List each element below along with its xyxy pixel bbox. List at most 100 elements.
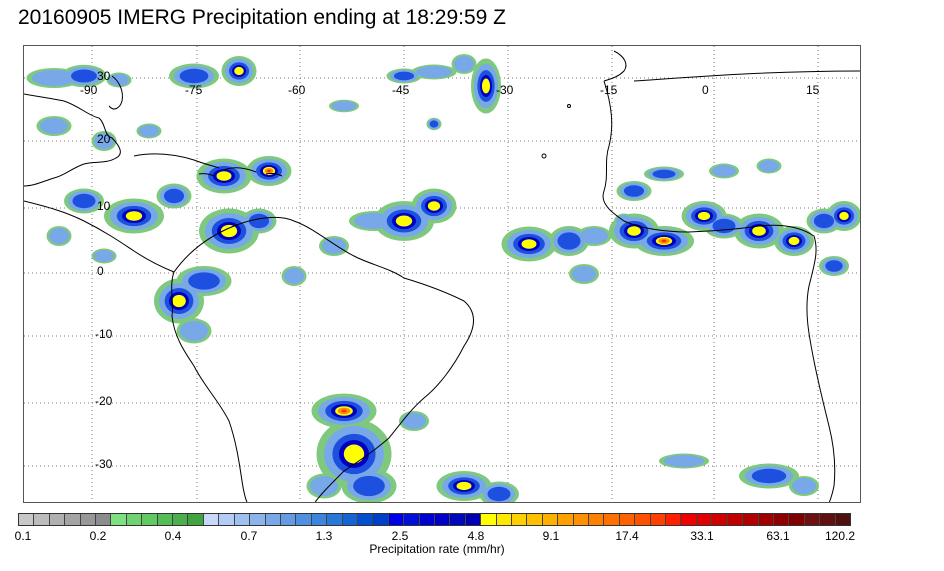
latitude-label: 30 (97, 69, 111, 83)
colorbar-swatch (481, 514, 497, 525)
colorbar-swatch (111, 514, 127, 525)
rain-cell (481, 78, 491, 94)
colorbar-tick-label: 0.7 (240, 529, 258, 543)
colorbar-tick-label: 4.8 (467, 529, 485, 543)
colorbar-swatch (280, 514, 297, 525)
colorbar-swatch (19, 514, 35, 525)
rain-cell (712, 218, 736, 234)
rain-cell (188, 272, 220, 290)
rain-cell (40, 118, 68, 134)
longitude-label: -30 (496, 83, 514, 97)
colorbar-swatch (727, 514, 744, 525)
colorbar-swatch (250, 514, 266, 525)
latitude-label: -30 (95, 457, 113, 471)
colorbar-swatch (434, 514, 451, 525)
rain-cell (487, 486, 511, 502)
rain-cell (661, 239, 667, 243)
rain-cell (49, 228, 69, 244)
colorbar-swatch (773, 514, 790, 525)
rain-cell (752, 226, 766, 236)
coastline-south-america (171, 216, 474, 502)
rain-cell (792, 478, 816, 494)
rain-cell (652, 169, 676, 179)
longitude-label: -15 (600, 83, 618, 97)
cape-verde-islands (541, 153, 547, 159)
colorbar-swatch (142, 514, 158, 525)
coastline-north-america (24, 93, 121, 187)
colorbar-tick-label: 120.2 (824, 529, 856, 543)
map-canvas (24, 46, 860, 502)
rain-cell (627, 226, 641, 236)
rain-cell (220, 224, 238, 238)
colorbar-swatch (126, 514, 143, 525)
colorbar-swatch (635, 514, 651, 525)
colorbar-swatch (496, 514, 512, 525)
longitude-label: -45 (392, 83, 410, 97)
colorbar-swatch (835, 514, 850, 525)
colorbar-tick-label: 9.1 (542, 529, 560, 543)
coastline-hispaniola (223, 167, 257, 173)
rain-cell (322, 238, 346, 254)
colorbar-swatch (265, 514, 281, 525)
colorbar-swatch (327, 514, 343, 525)
colorbar-swatch (650, 514, 667, 525)
colorbar-swatch (34, 514, 50, 525)
coastline-africa-north (633, 70, 860, 82)
coastline-jamaica (198, 173, 215, 177)
coastline-cuba (133, 153, 220, 169)
rain-cell (572, 266, 596, 282)
rain-cell (427, 201, 441, 211)
colorbar-swatch (49, 514, 66, 525)
colorbar-swatch (296, 514, 312, 525)
colorbar-swatch (357, 514, 374, 525)
rain-cell (172, 294, 186, 308)
precipitation-field (26, 54, 860, 502)
latitude-label: 20 (97, 132, 111, 146)
rain-cell (139, 125, 159, 137)
colorbar-swatch (804, 514, 821, 525)
map-title: 20160905 IMERG Precipitation ending at 1… (18, 6, 506, 29)
rain-cell (623, 185, 645, 197)
colorbar-swatch (65, 514, 81, 525)
coastline-iberia (603, 50, 627, 82)
colorbar-swatch (589, 514, 605, 525)
rain-cell (429, 120, 439, 128)
colorbar-swatch (558, 514, 574, 525)
colorbar (18, 513, 851, 526)
colorbar-label: Precipitation rate (mm/hr) (369, 542, 505, 556)
rain-cell (310, 476, 338, 496)
colorbar-swatch (450, 514, 466, 525)
coastline-florida (108, 75, 123, 110)
rain-cell (454, 56, 474, 72)
map-panel: -90 -75 -60 -45 -30 -15 0 15 30 20 10 0 -10 -20 -30 (23, 45, 861, 503)
rain-cell (163, 188, 185, 204)
longitude-label: -90 (80, 83, 98, 97)
colorbar-swatch (512, 514, 528, 525)
colorbar-swatch (604, 514, 620, 525)
rain-cell (354, 213, 394, 229)
rain-cell (179, 68, 209, 84)
colorbar-swatch (573, 514, 590, 525)
colorbar-tick-label: 33.1 (690, 529, 714, 543)
rain-cell (825, 260, 843, 272)
rain-cell (393, 71, 415, 81)
rain-cell (402, 413, 426, 429)
coastline-central-america (24, 200, 175, 273)
colorbar-swatch (542, 514, 559, 525)
rain-cell (216, 171, 232, 181)
colorbar-tick-label: 63.1 (766, 529, 790, 543)
colorbar-swatch (743, 514, 759, 525)
longitude-label: 15 (806, 83, 820, 97)
rain-cell (234, 66, 244, 76)
rain-cell (341, 409, 347, 413)
coastline-puerto-rico (265, 173, 283, 177)
colorbar-swatch (188, 514, 204, 525)
colorbar-swatch (342, 514, 358, 525)
colorbar-swatch (388, 514, 405, 525)
colorbar-swatch (311, 514, 328, 525)
colorbar-swatch (173, 514, 189, 525)
colorbar-swatch (696, 514, 713, 525)
rain-cell (456, 481, 472, 491)
colorbar-swatch (373, 514, 389, 525)
coastlines (24, 50, 860, 502)
